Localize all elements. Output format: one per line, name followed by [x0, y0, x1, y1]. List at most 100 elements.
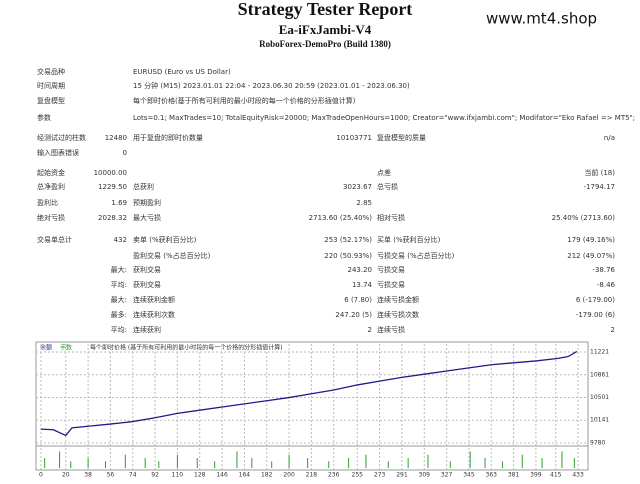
stat-label: 绝对亏损	[37, 213, 65, 222]
info-label: 参数	[37, 113, 51, 122]
stat-label: 最多:	[111, 310, 127, 319]
stat-value: 0	[123, 149, 127, 157]
stat-value: 6 (-179.00)	[576, 296, 615, 304]
info-label: 交易品种	[37, 67, 65, 76]
x-tick-label: 273	[374, 472, 386, 479]
stat-label: 连续亏损	[377, 325, 405, 334]
x-tick-label: 309	[419, 472, 431, 479]
info-label: 复盘模型	[37, 96, 65, 105]
ea-name: Ea-iFxJambi-V4	[279, 22, 372, 37]
stat-value: 2	[611, 326, 615, 334]
stat-value: 220 (50.93%)	[324, 252, 372, 260]
stat-label: 总获利	[133, 182, 154, 191]
info-value: EURUSD (Euro vs US Dollar)	[133, 68, 231, 76]
x-tick-label: 291	[396, 472, 408, 479]
report-title: Strategy Tester Report	[238, 0, 413, 19]
info-value: 15 分钟 (M15) 2023.01.01 22:04 - 2023.06.3…	[133, 81, 410, 90]
stat-label: 平均:	[111, 325, 127, 334]
y-tick-label: 10861	[590, 371, 609, 378]
x-tick-label: 182	[261, 472, 273, 479]
stat-label: 复盘模型的质量	[377, 133, 426, 142]
stat-label: 总亏损	[377, 182, 398, 191]
chart-model: 每个即时价格 (基于所有可利用的最小时段的每一个价格的分形插值计算)	[90, 344, 283, 352]
y-tick-label: 11221	[590, 349, 609, 356]
stat-value: 10103771	[336, 134, 372, 142]
stat-label: 连续获利	[133, 325, 161, 334]
info-value: 每个即时价格(基于所有可利用的最小时段的每一个价格的分形插值计算)	[133, 96, 356, 105]
stat-label: 亏损交易 (%占总百分比)	[377, 251, 455, 260]
stat-label: 交易单总计	[37, 235, 72, 244]
stat-label: 最大:	[111, 265, 127, 274]
stat-value: 2028.32	[98, 214, 127, 222]
stat-value: -179.00 (6)	[576, 311, 615, 319]
stat-value: 2	[368, 326, 372, 334]
stat-label: 亏损交易	[377, 265, 405, 274]
x-tick-label: 110	[172, 472, 184, 479]
stat-value: 179 (49.16%)	[567, 236, 615, 244]
stat-label: 相对亏损	[377, 213, 405, 222]
stat-label: 用于复盘的即时价数量	[133, 133, 203, 142]
stat-value: -38.76	[592, 266, 615, 274]
x-tick-label: 255	[352, 472, 364, 479]
stat-value: -1794.17	[584, 183, 615, 191]
x-tick-label: 415	[550, 472, 562, 479]
x-tick-label: 399	[530, 472, 542, 479]
stat-label: 买单 (%获利百分比)	[377, 235, 441, 244]
stat-label: 点差	[377, 168, 391, 177]
y-tick-label: 9780	[590, 440, 605, 447]
stat-label: 总净盈利	[37, 182, 65, 191]
stat-value: -8.46	[597, 281, 616, 289]
stat-label: 亏损交易	[377, 280, 405, 289]
stat-value: 253 (52.17%)	[324, 236, 372, 244]
y-tick-label: 10501	[590, 394, 609, 401]
stat-label: 连续获利次数	[133, 310, 175, 319]
x-tick-label: 74	[129, 472, 137, 479]
stat-label: 连续亏损金额	[377, 295, 419, 304]
x-tick-label: 164	[239, 472, 251, 479]
stat-label: 最大:	[111, 295, 127, 304]
stat-value: 432	[114, 236, 127, 244]
x-tick-label: 56	[107, 472, 115, 479]
x-tick-label: 236	[328, 472, 340, 479]
x-tick-label: 218	[306, 472, 318, 479]
stat-value: 25.40% (2713.60)	[552, 214, 616, 222]
x-tick-label: 0	[39, 472, 43, 479]
stat-value: 12480	[105, 134, 127, 142]
server-name: RoboForex-DemoPro (Build 1380)	[259, 39, 391, 49]
watermark: www.mt4.shop	[486, 10, 597, 28]
x-tick-label: 20	[62, 472, 70, 479]
stat-label: 获利交易	[133, 265, 161, 274]
stat-label: 连续获利金额	[133, 295, 175, 304]
stat-value: 243.20	[348, 266, 373, 274]
stat-label: 连续亏损次数	[377, 310, 419, 319]
legend-lots: 手数	[60, 344, 72, 352]
stat-value: 当前 (18)	[584, 168, 615, 177]
legend-balance: 余额	[40, 344, 52, 352]
stat-label: 平均:	[111, 280, 127, 289]
info-label: 时间周期	[37, 81, 65, 90]
x-tick-label: 381	[508, 472, 520, 479]
stat-value: 2713.60 (25.40%)	[309, 214, 373, 222]
x-tick-label: 345	[463, 472, 475, 479]
stat-label: 经测试过的柱数	[37, 133, 86, 142]
x-tick-label: 38	[84, 472, 92, 479]
balance-line	[40, 350, 578, 437]
info-value: Lots=0.1; MaxTrades=10; TotalEquityRisk=…	[133, 114, 635, 122]
stat-value: 13.74	[352, 281, 373, 289]
stat-label: 获利交易	[133, 280, 161, 289]
stat-label: 预期盈利	[133, 198, 161, 207]
stat-label: 盈利交易 (%占总百分比)	[133, 251, 211, 260]
x-tick-label: 327	[441, 472, 453, 479]
stat-label: 卖单 (%获利百分比)	[133, 235, 197, 244]
stat-value: 1.69	[111, 199, 127, 207]
stat-value: 6 (7.80)	[344, 296, 372, 304]
stat-value: 10000.00	[94, 169, 127, 177]
x-tick-label: 146	[216, 472, 228, 479]
stat-label: 最大亏损	[133, 213, 161, 222]
stat-label: 盈利比	[37, 198, 58, 207]
stat-value: 212 (49.07%)	[567, 252, 615, 260]
stat-value: 247.20 (5)	[335, 311, 372, 319]
stat-value: n/a	[604, 134, 615, 142]
stat-value: 1229.50	[98, 183, 127, 191]
